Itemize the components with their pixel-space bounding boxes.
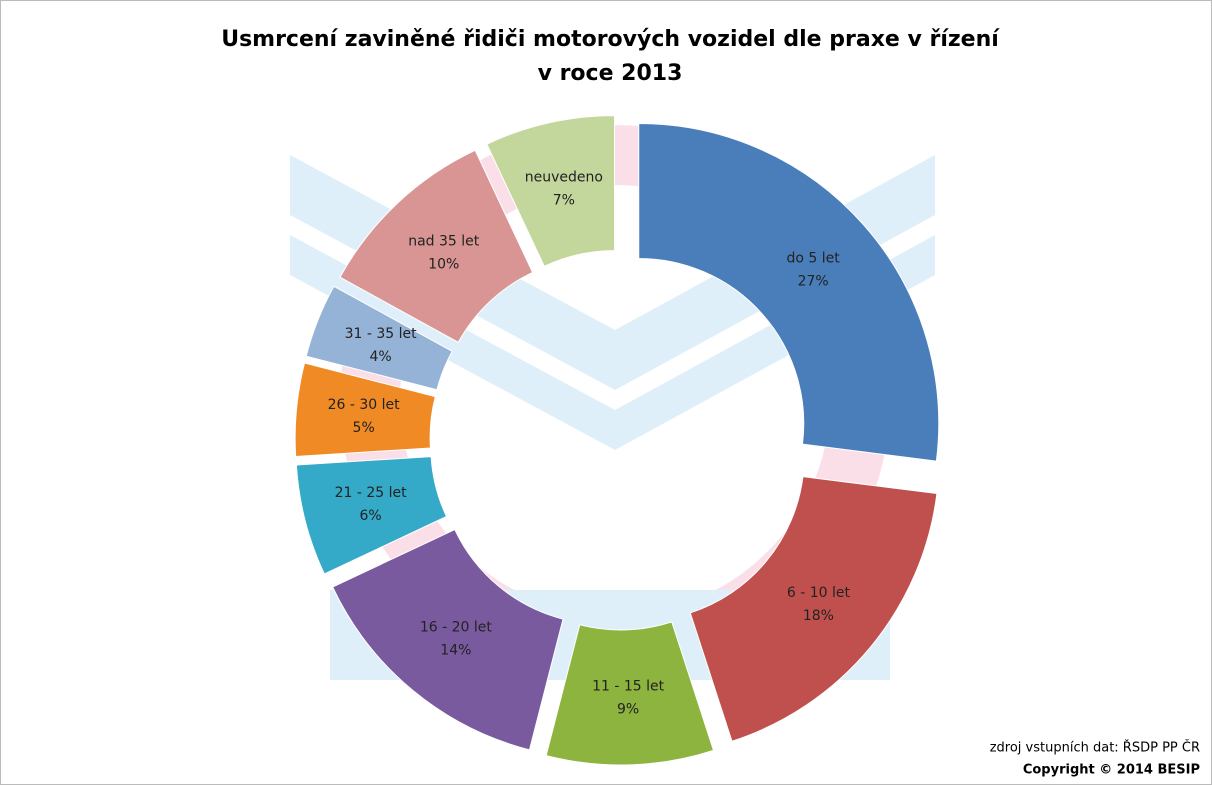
- segment-label: 16 - 20 let: [420, 619, 493, 635]
- segment-value: 27%: [798, 274, 829, 290]
- segment-value: 18%: [803, 608, 834, 624]
- segment-value: 9%: [617, 701, 639, 717]
- donut-segment: [339, 149, 534, 343]
- segment-label: 6 - 10 let: [787, 585, 851, 601]
- segment-label: 26 - 30 let: [328, 397, 401, 413]
- donut-segment: [295, 456, 448, 575]
- segment-value: 5%: [353, 420, 375, 436]
- donut-segment: [486, 115, 616, 267]
- segment-label: 11 - 15 let: [592, 678, 665, 694]
- donut-segment: [638, 122, 940, 462]
- copyright: Copyright © 2014 BESIP: [1023, 763, 1200, 778]
- chart-subtitle: v roce 2013: [538, 61, 683, 86]
- segment-label: neuvedeno: [525, 170, 603, 186]
- segment-value: 4%: [369, 349, 391, 365]
- segment-value: 14%: [440, 642, 471, 658]
- chart-title: Usmrcení zaviněné řidiči motorových vozi…: [221, 27, 1000, 52]
- donut-segment: [689, 476, 938, 742]
- donut-segment: [331, 528, 564, 751]
- donut-segment: [305, 285, 453, 391]
- segment-value: 6%: [359, 508, 381, 524]
- segment-label: nad 35 let: [408, 233, 480, 249]
- segment-label: do 5 let: [787, 251, 841, 267]
- source-note: zdroj vstupních dat: ŘSDP PP ČR: [990, 740, 1200, 756]
- segment-label: 21 - 25 let: [335, 485, 408, 501]
- donut-segment: [294, 362, 436, 458]
- segment-value: 10%: [428, 256, 459, 272]
- segment-label: 31 - 35 let: [345, 326, 418, 342]
- segment-value: 7%: [553, 193, 575, 209]
- donut-segment: [545, 621, 715, 766]
